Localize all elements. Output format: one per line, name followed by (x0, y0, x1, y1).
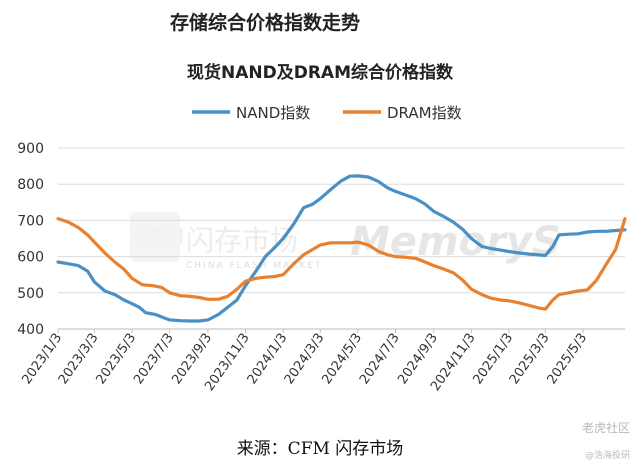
y-tick-label: 800 (17, 177, 44, 193)
legend-label: NAND指数 (236, 104, 310, 122)
series-line-nand (56, 174, 627, 323)
footer-site-watermark: 老虎社区 (581, 421, 630, 435)
y-tick-label: 900 (17, 141, 44, 157)
y-axis-ticks: 400 500 600 700 800 900 (17, 141, 44, 338)
grid-lines (58, 147, 625, 330)
watermark-brand-text: MemoryS (350, 219, 561, 265)
watermark-cfm-text: CFM (132, 226, 185, 251)
y-tick-label: 500 (17, 286, 44, 302)
legend-label: DRAM指数 (387, 104, 462, 122)
x-axis-ticks: 2023/1/32023/3/32023/5/32023/7/32023/9/3… (19, 329, 590, 394)
footer-author-watermark: @浩海投研 (584, 451, 630, 461)
watermark-english-text: CHINA FLASH MARKET (186, 261, 323, 271)
source-note: 来源：CFM 闪存市场 (236, 439, 404, 459)
watermark: CFM 闪存市场 CHINA FLASH MARKET MemoryS (130, 212, 561, 271)
y-tick-label: 700 (17, 213, 44, 229)
y-tick-label: 600 (17, 250, 44, 266)
legend: NAND指数 DRAM指数 (192, 104, 462, 122)
series-lines (56, 174, 627, 323)
y-tick-label: 400 (17, 322, 44, 338)
page-title: 存储综合价格指数走势 (169, 12, 360, 34)
series-line-dram (56, 217, 627, 311)
chart-title: 现货NAND及DRAM综合价格指数 (187, 63, 453, 83)
watermark-cfm-logo-box (130, 212, 180, 262)
